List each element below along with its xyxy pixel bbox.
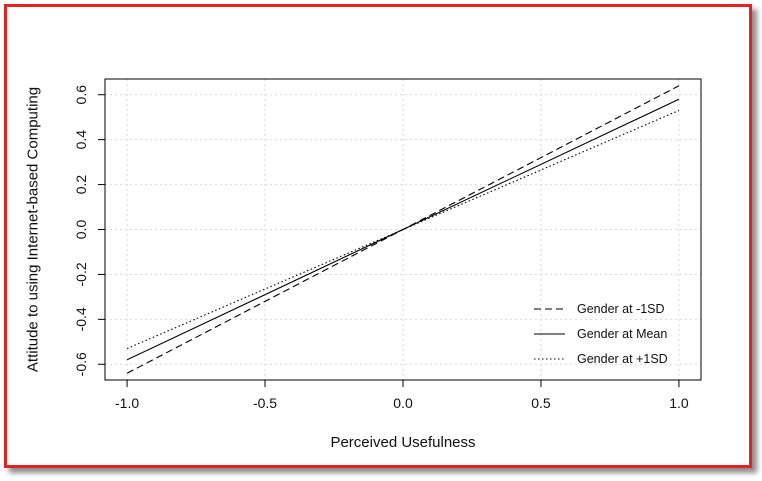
y-tick-label: -0.4 bbox=[73, 307, 89, 331]
legend-label: Gender at +1SD bbox=[577, 352, 668, 366]
grid bbox=[105, 79, 701, 380]
y-axis: -0.6 -0.4 -0.2 0.0 0.2 0.4 0.6 bbox=[73, 85, 106, 376]
legend-label: Gender at Mean bbox=[577, 327, 667, 341]
x-tick-label: -0.5 bbox=[253, 395, 277, 411]
y-tick-label: -0.2 bbox=[73, 262, 89, 286]
y-tick-label: -0.6 bbox=[73, 352, 89, 376]
legend: Gender at -1SD Gender at Mean Gender at +1… bbox=[534, 302, 668, 366]
x-axis-label: Perceived Usefulness bbox=[330, 434, 475, 451]
x-tick-label: 1.0 bbox=[669, 395, 689, 411]
y-tick-label: 0.0 bbox=[73, 220, 89, 240]
y-tick-label: 0.2 bbox=[73, 175, 89, 195]
chart-frame: -1.0 -0.5 0.0 0.5 1.0 -0.6 -0.4 -0.2 0.0 0.2 0.4 0… bbox=[4, 4, 752, 468]
series-line-3 bbox=[126, 109, 680, 350]
chart: -1.0 -0.5 0.0 0.5 1.0 -0.6 -0.4 -0.2 0.0 0.2 0.4 0… bbox=[25, 78, 702, 451]
series-group bbox=[126, 85, 680, 374]
x-tick-label: 0.0 bbox=[393, 395, 413, 411]
y-tick-label: 0.4 bbox=[73, 130, 89, 150]
legend-label: Gender at -1SD bbox=[577, 302, 665, 316]
y-tick-label: 0.6 bbox=[73, 85, 89, 105]
x-tick-label: 0.5 bbox=[531, 395, 551, 411]
x-tick-label: -1.0 bbox=[115, 395, 139, 411]
y-axis-label: Attitude to using Internet-based Computi… bbox=[25, 87, 42, 372]
x-axis: -1.0 -0.5 0.0 0.5 1.0 bbox=[115, 379, 689, 411]
